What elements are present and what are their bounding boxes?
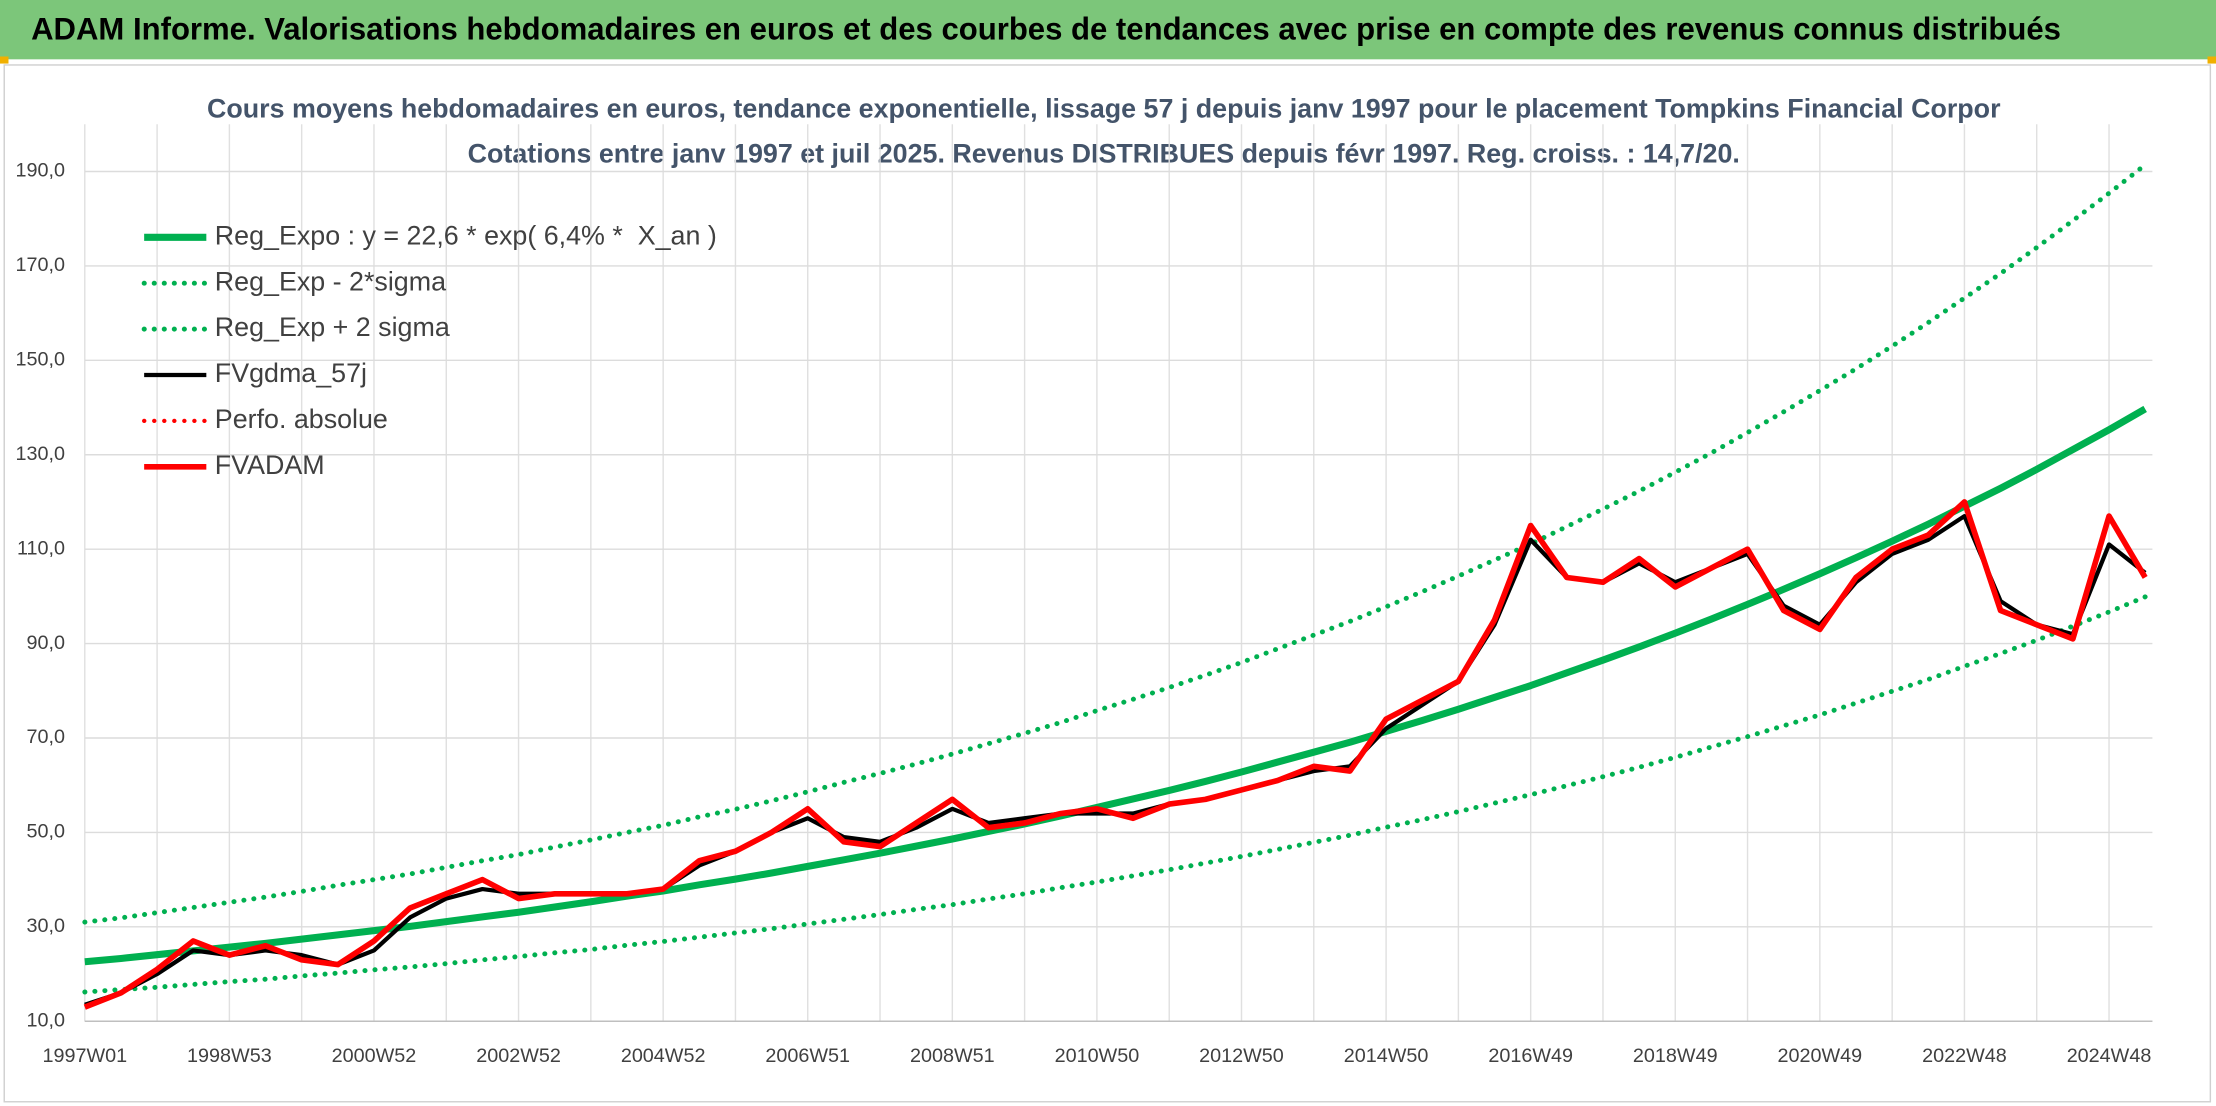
header-title: ADAM Informe. Valorisations hebdomadaire… — [31, 11, 2061, 46]
x-tick-label: 2008W51 — [910, 1045, 995, 1067]
y-tick-label: 150,0 — [16, 349, 65, 371]
x-tick-label: 1997W01 — [42, 1045, 127, 1067]
legend-label: FVgdma_57j — [215, 358, 367, 388]
x-tick-label: 2024W48 — [2067, 1045, 2152, 1067]
x-tick-label: 2022W48 — [1922, 1045, 2007, 1067]
corner — [2207, 56, 2216, 64]
x-tick-label: 2012W50 — [1199, 1045, 1284, 1067]
x-tick-label: 2016W49 — [1488, 1045, 1573, 1067]
legend-label: FVADAM — [215, 450, 325, 480]
x-tick-label: 2020W49 — [1778, 1045, 1863, 1067]
y-tick-label: 130,0 — [16, 443, 65, 465]
chart-subtitle: Cotations entre janv 1997 et juil 2025. … — [468, 138, 1740, 168]
legend-label: Reg_Expo : y = 22,6 * exp( 6,4% * X_an ) — [215, 220, 717, 250]
x-tick-label: 2002W52 — [476, 1045, 561, 1067]
corner — [0, 56, 9, 64]
x-tick-label: 2014W50 — [1344, 1045, 1429, 1067]
x-tick-label: 2004W52 — [621, 1045, 706, 1067]
legend-label: Perfo. absolue — [215, 404, 388, 434]
y-tick-label: 90,0 — [27, 632, 65, 654]
legend-label: Reg_Exp - 2*sigma — [215, 266, 446, 296]
series-line — [82, 162, 2148, 925]
frame — [3, 64, 2212, 1103]
legend-label: Reg_Exp + 2 sigma — [215, 312, 450, 342]
series-line — [83, 499, 2148, 1010]
x-tick-label: 2006W51 — [765, 1045, 850, 1067]
header-bar — [0, 0, 2216, 60]
chart-title: Cours moyens hebdomadaires en euros, ten… — [207, 93, 2001, 123]
series-line — [84, 405, 2147, 966]
y-tick-label: 190,0 — [16, 160, 65, 182]
y-tick-label: 110,0 — [17, 537, 65, 559]
y-tick-label: 30,0 — [27, 915, 65, 937]
x-tick-label: 2000W52 — [332, 1045, 417, 1067]
x-tick-label: 1998W53 — [187, 1045, 272, 1067]
y-tick-label: 50,0 — [27, 821, 65, 843]
y-tick-label: 10,0 — [27, 1009, 65, 1031]
x-tick-label: 2010W50 — [1055, 1045, 1140, 1067]
y-tick-label: 70,0 — [27, 726, 65, 748]
y-tick-label: 170,0 — [16, 254, 65, 276]
x-tick-label: 2018W49 — [1633, 1045, 1718, 1067]
